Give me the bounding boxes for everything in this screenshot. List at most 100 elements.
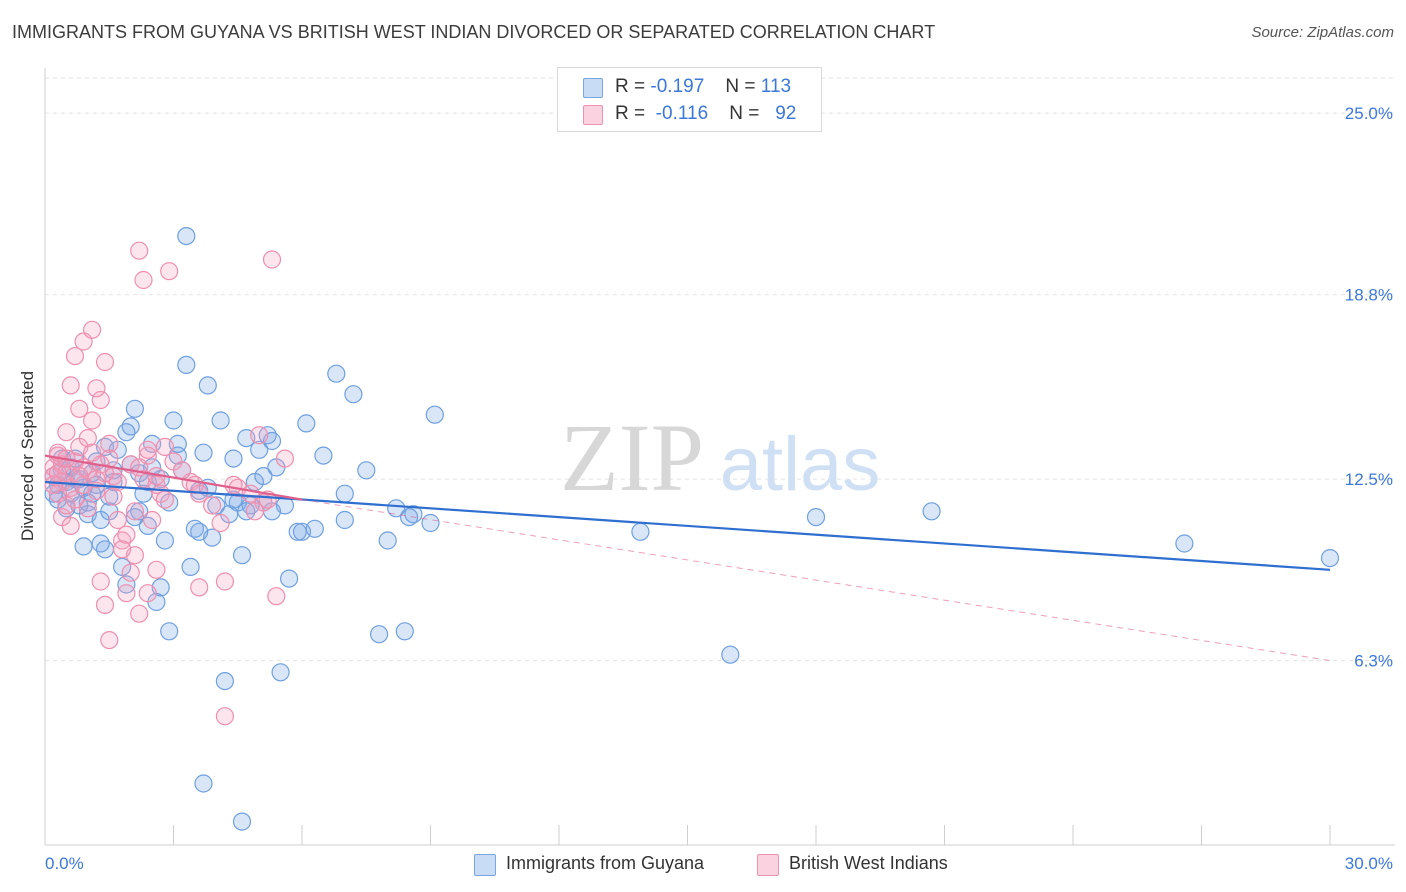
data-points bbox=[44, 227, 1340, 831]
y-axis-label: Divorced or Separated bbox=[18, 370, 37, 542]
point-guyana bbox=[335, 510, 354, 530]
point-guyana bbox=[155, 531, 174, 550]
point-bwi bbox=[91, 390, 110, 410]
point-guyana bbox=[207, 496, 226, 515]
point-bwi bbox=[87, 379, 106, 398]
legend-n-label: N = bbox=[729, 103, 760, 124]
point-guyana bbox=[74, 537, 93, 556]
point-bwi bbox=[48, 464, 68, 483]
legend-n-value: 113 bbox=[760, 76, 792, 97]
point-bwi bbox=[70, 399, 89, 418]
point-guyana bbox=[117, 423, 136, 442]
point-guyana bbox=[378, 531, 397, 550]
point-bwi bbox=[134, 270, 153, 290]
point-guyana bbox=[327, 364, 346, 383]
point-guyana bbox=[421, 513, 440, 533]
point-guyana bbox=[232, 546, 252, 565]
x-tick-labels: 0.0% 30.0% bbox=[45, 854, 1393, 873]
point-bwi bbox=[95, 464, 115, 483]
point-guyana bbox=[425, 405, 444, 424]
point-bwi bbox=[215, 572, 234, 591]
legend-swatch-bwi bbox=[583, 105, 603, 125]
legend-r-label: R = bbox=[615, 103, 646, 124]
point-bwi bbox=[104, 487, 123, 506]
y-tick-label: 6.3% bbox=[1354, 652, 1393, 671]
point-bwi bbox=[78, 429, 97, 448]
point-bwi bbox=[143, 510, 162, 530]
bottom-legend-label: Immigrants from Guyana bbox=[506, 853, 705, 873]
point-guyana bbox=[232, 812, 252, 831]
point-guyana bbox=[335, 484, 354, 503]
point-bwi bbox=[57, 423, 76, 442]
point-bwi bbox=[112, 540, 132, 559]
point-bwi bbox=[262, 250, 282, 269]
point-bwi bbox=[65, 347, 85, 366]
point-guyana bbox=[211, 411, 230, 430]
point-bwi bbox=[147, 560, 166, 579]
legend-n-label: N = bbox=[725, 76, 756, 97]
point-bwi bbox=[82, 411, 102, 430]
point-guyana bbox=[250, 440, 269, 459]
source-label: Source: ZipAtlas.com bbox=[1251, 24, 1394, 41]
point-bwi bbox=[130, 241, 149, 260]
point-bwi bbox=[203, 496, 222, 515]
point-bwi bbox=[65, 490, 85, 509]
trend-line-bwi-extension bbox=[301, 499, 1331, 662]
point-bwi bbox=[250, 426, 269, 445]
point-guyana bbox=[357, 461, 376, 480]
point-bwi bbox=[95, 352, 115, 372]
point-guyana bbox=[280, 569, 299, 588]
trend-line-bwi bbox=[44, 454, 303, 501]
watermark-atlas: atlas bbox=[720, 422, 881, 507]
point-bwi bbox=[138, 584, 157, 603]
point-guyana bbox=[224, 449, 243, 468]
trend-line-guyana bbox=[44, 480, 1331, 571]
point-guyana bbox=[292, 522, 312, 541]
point-bwi bbox=[215, 707, 234, 726]
legend-r-value: -0.197 bbox=[650, 76, 705, 97]
point-bwi bbox=[173, 461, 192, 480]
point-guyana bbox=[387, 499, 406, 518]
point-guyana bbox=[177, 355, 196, 374]
gridlines bbox=[45, 77, 1395, 662]
axes bbox=[44, 68, 1395, 846]
legend-n-value: 92 bbox=[775, 103, 797, 124]
point-guyana bbox=[1175, 534, 1194, 553]
point-bwi bbox=[70, 467, 89, 486]
point-guyana bbox=[181, 557, 200, 577]
point-guyana bbox=[198, 376, 217, 395]
point-guyana bbox=[177, 227, 196, 246]
point-guyana bbox=[194, 443, 213, 462]
legend-r-value: -0.116 bbox=[655, 103, 709, 124]
bottom-legend-label: British West Indians bbox=[789, 853, 948, 873]
legend-r-label: R = bbox=[615, 76, 646, 97]
point-guyana bbox=[254, 467, 273, 486]
point-guyana bbox=[395, 622, 414, 641]
point-bwi bbox=[117, 584, 136, 603]
correlation-legend: R = -0.197 N = 113 R = -0.116 N = 92 bbox=[557, 67, 822, 132]
point-bwi bbox=[100, 434, 119, 453]
x-tick-label: 30.0% bbox=[1345, 854, 1393, 873]
point-guyana bbox=[344, 385, 363, 404]
point-bwi bbox=[160, 262, 179, 281]
point-bwi bbox=[44, 475, 63, 494]
point-guyana bbox=[314, 446, 333, 465]
point-guyana bbox=[160, 622, 179, 641]
point-bwi bbox=[95, 595, 115, 615]
point-bwi bbox=[275, 449, 294, 468]
point-bwi bbox=[108, 510, 127, 530]
point-bwi bbox=[125, 502, 144, 521]
point-bwi bbox=[117, 525, 136, 544]
trend-lines bbox=[44, 454, 1331, 662]
point-bwi bbox=[91, 572, 110, 591]
point-guyana bbox=[194, 774, 213, 793]
point-guyana bbox=[271, 663, 290, 682]
point-bwi bbox=[121, 563, 140, 582]
point-bwi bbox=[82, 443, 102, 462]
point-guyana bbox=[288, 522, 307, 541]
point-bwi bbox=[155, 490, 174, 509]
point-guyana bbox=[631, 522, 650, 541]
point-guyana bbox=[91, 534, 110, 553]
point-guyana bbox=[1320, 548, 1340, 568]
